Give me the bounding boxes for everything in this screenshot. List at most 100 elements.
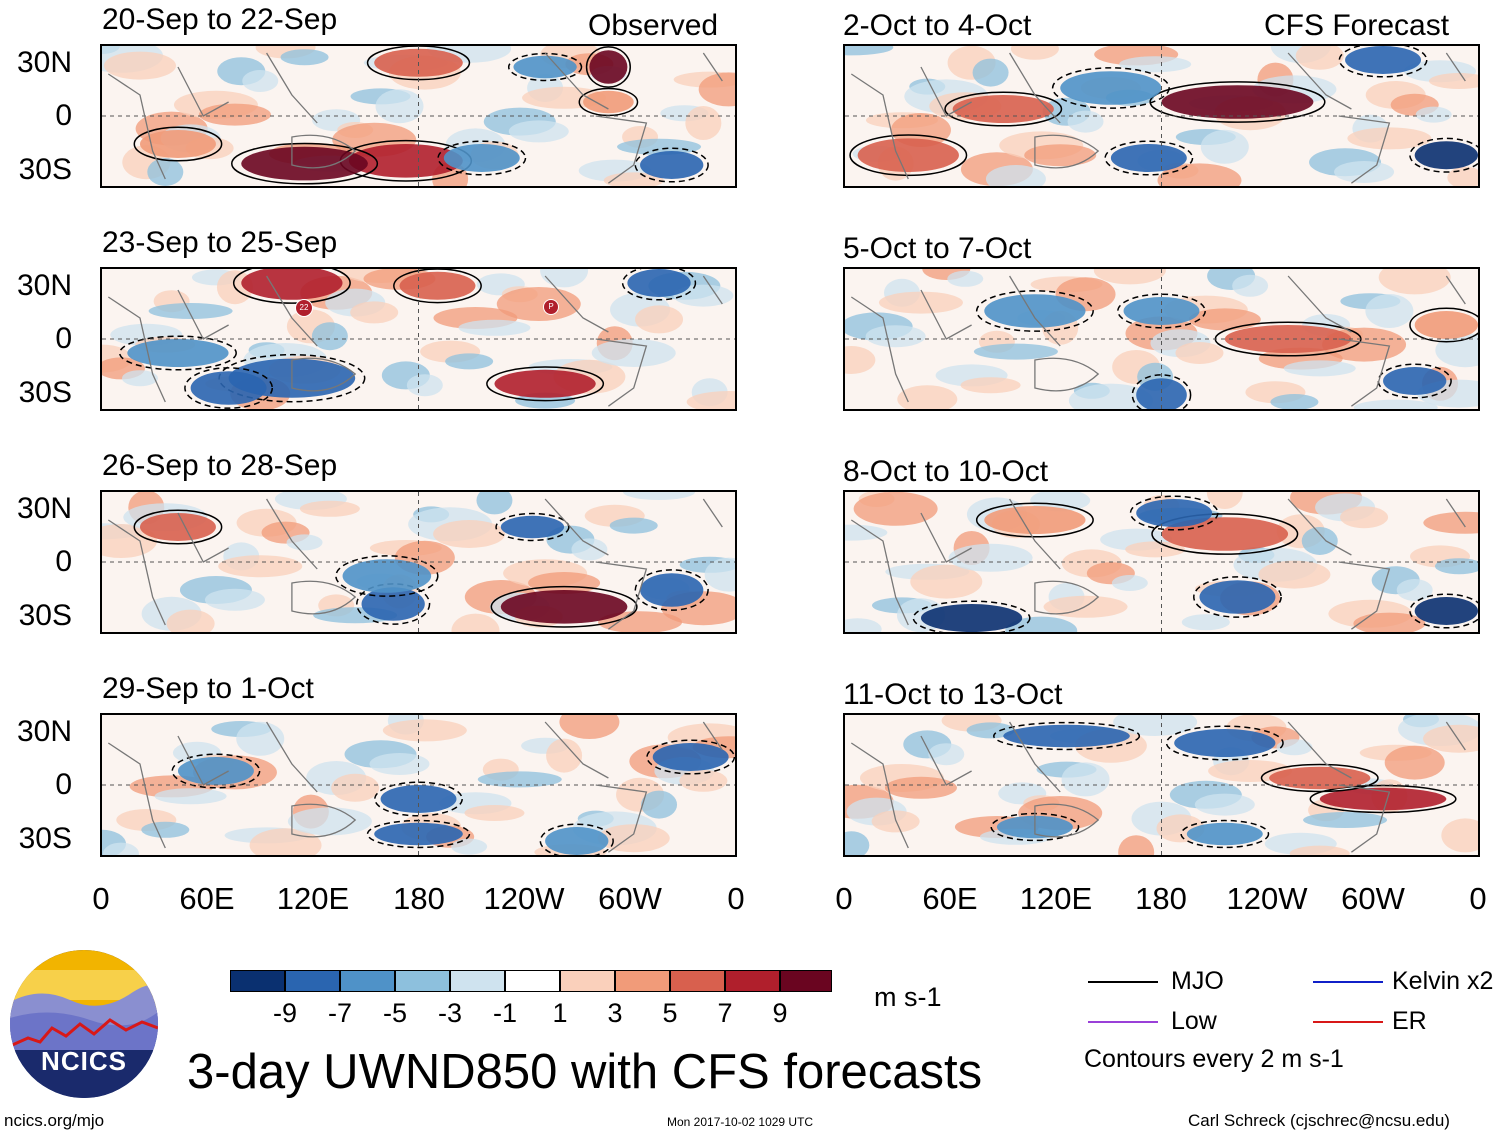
contour-line: [1051, 67, 1170, 109]
coastline: [107, 721, 723, 853]
lat-label-30n: 30N: [16, 46, 72, 79]
anomaly-patch: [966, 722, 1015, 739]
colorbar-tick: 9: [772, 998, 788, 1028]
anomaly-patch: [350, 301, 399, 324]
anomaly-patch: [286, 534, 323, 551]
coastline: [107, 498, 723, 630]
lon-label: 60W: [1341, 881, 1405, 916]
anomaly-patch: [609, 517, 658, 534]
anomaly-patch: [673, 284, 734, 307]
anomaly-core: [1136, 378, 1187, 409]
anomaly-patch: [299, 500, 360, 517]
anomaly-patch: [598, 611, 683, 632]
anomaly-patch: [1125, 541, 1186, 558]
contour-line: [634, 147, 709, 183]
map-svg: [845, 715, 1478, 855]
colorbar-box: [285, 970, 340, 992]
anomaly-core: [374, 822, 463, 846]
anomaly-patch: [382, 719, 467, 742]
lon-label: 120W: [1226, 881, 1308, 916]
contour-line: [975, 290, 1094, 332]
lat-label-eq: 0: [55, 545, 72, 578]
contour-line: [1151, 513, 1299, 555]
anomaly-core: [399, 271, 476, 300]
anomaly-patch: [845, 46, 894, 56]
anomaly-patch: [1353, 612, 1426, 632]
lon-label: 0: [727, 881, 745, 916]
lat-label-30s: 30S: [18, 599, 72, 632]
lon-label: 60W: [598, 881, 662, 916]
anomaly-patch: [591, 339, 676, 367]
colorbar-box: [505, 970, 560, 992]
anomaly-patch: [1423, 511, 1478, 534]
anomaly-core: [443, 144, 520, 172]
contour-line: [1104, 140, 1194, 176]
anomaly-patch: [1396, 579, 1433, 601]
colorbar-tick: -1: [492, 998, 518, 1028]
anomaly-core: [652, 743, 729, 771]
colorbar-tick: -9: [272, 998, 298, 1028]
anomaly-core: [1414, 141, 1478, 170]
anomaly-patch: [433, 520, 506, 548]
anomaly-patch: [121, 370, 158, 387]
anomaly-patch: [865, 325, 926, 348]
contour-line: [646, 739, 735, 775]
logo-text: NCICS: [41, 1046, 127, 1076]
anomaly-patch: [1289, 845, 1350, 855]
anomaly-patch: [1258, 560, 1331, 589]
colorbar-tick: 1: [552, 998, 568, 1028]
colorbar-tick: 5: [662, 998, 678, 1028]
anomaly-core: [139, 130, 216, 158]
contour-line: [1149, 81, 1326, 123]
anomaly-core: [1161, 517, 1289, 551]
anomaly-patch: [679, 769, 728, 792]
contour-line: [437, 140, 527, 176]
anomaly-core: [127, 339, 229, 367]
coastline: [850, 275, 1466, 407]
contour-line: [1338, 46, 1428, 78]
contour-line: [578, 87, 639, 117]
lon-label: 0: [835, 881, 853, 916]
map-svg: [102, 269, 735, 409]
ncics-logo: NCICS: [10, 950, 158, 1098]
map-panel-obs-2: 22 P: [100, 267, 737, 411]
anomaly-patch: [1093, 269, 1166, 285]
anomaly-patch: [635, 305, 684, 334]
anomaly-core: [1345, 46, 1422, 74]
colorbar-box: [395, 970, 450, 992]
contour-line: [232, 269, 351, 304]
anomaly-patch: [597, 824, 670, 853]
anomaly-patch: [1024, 144, 1097, 167]
anomaly-patch: [685, 106, 722, 140]
anomaly-patch: [147, 158, 184, 186]
contour-line: [993, 721, 1141, 751]
lon-label: 180: [393, 881, 445, 916]
colorbar-box: [340, 970, 395, 992]
anomaly-patch: [1005, 616, 1078, 632]
lon-label: 120W: [483, 881, 565, 916]
anomaly-patch: [311, 322, 348, 351]
footer-credit: Carl Schreck (cjschrec@ncsu.edu): [1188, 1111, 1450, 1130]
map-svg: [102, 46, 735, 186]
anomaly-core: [1110, 144, 1187, 172]
contour-line: [171, 753, 261, 789]
panel-title-fcst-2: 5-Oct to 7-Oct: [843, 232, 1032, 265]
coastline: [107, 275, 723, 407]
anomaly-patch: [1061, 762, 1110, 797]
anomaly-patch: [458, 319, 531, 336]
footer-timestamp: Mon 2017-10-02 1029 UTC: [667, 1115, 814, 1129]
colorbar-box: [670, 970, 725, 992]
anomaly-patch: [198, 103, 271, 126]
lon-label: 120E: [1019, 881, 1093, 916]
contour-line: [495, 512, 570, 542]
contour-line: [374, 781, 463, 817]
contour-line: [634, 569, 709, 611]
chart-title: 3-day UWND850 with CFS forecasts: [187, 1045, 983, 1099]
anomaly-patch: [948, 543, 1033, 572]
contour-line: [490, 585, 638, 628]
lon-label: 0: [92, 881, 110, 916]
anomaly-core: [984, 506, 1086, 534]
contour-line: [1377, 363, 1452, 399]
anomaly-core: [139, 513, 216, 541]
anomaly-patch: [1423, 724, 1478, 753]
